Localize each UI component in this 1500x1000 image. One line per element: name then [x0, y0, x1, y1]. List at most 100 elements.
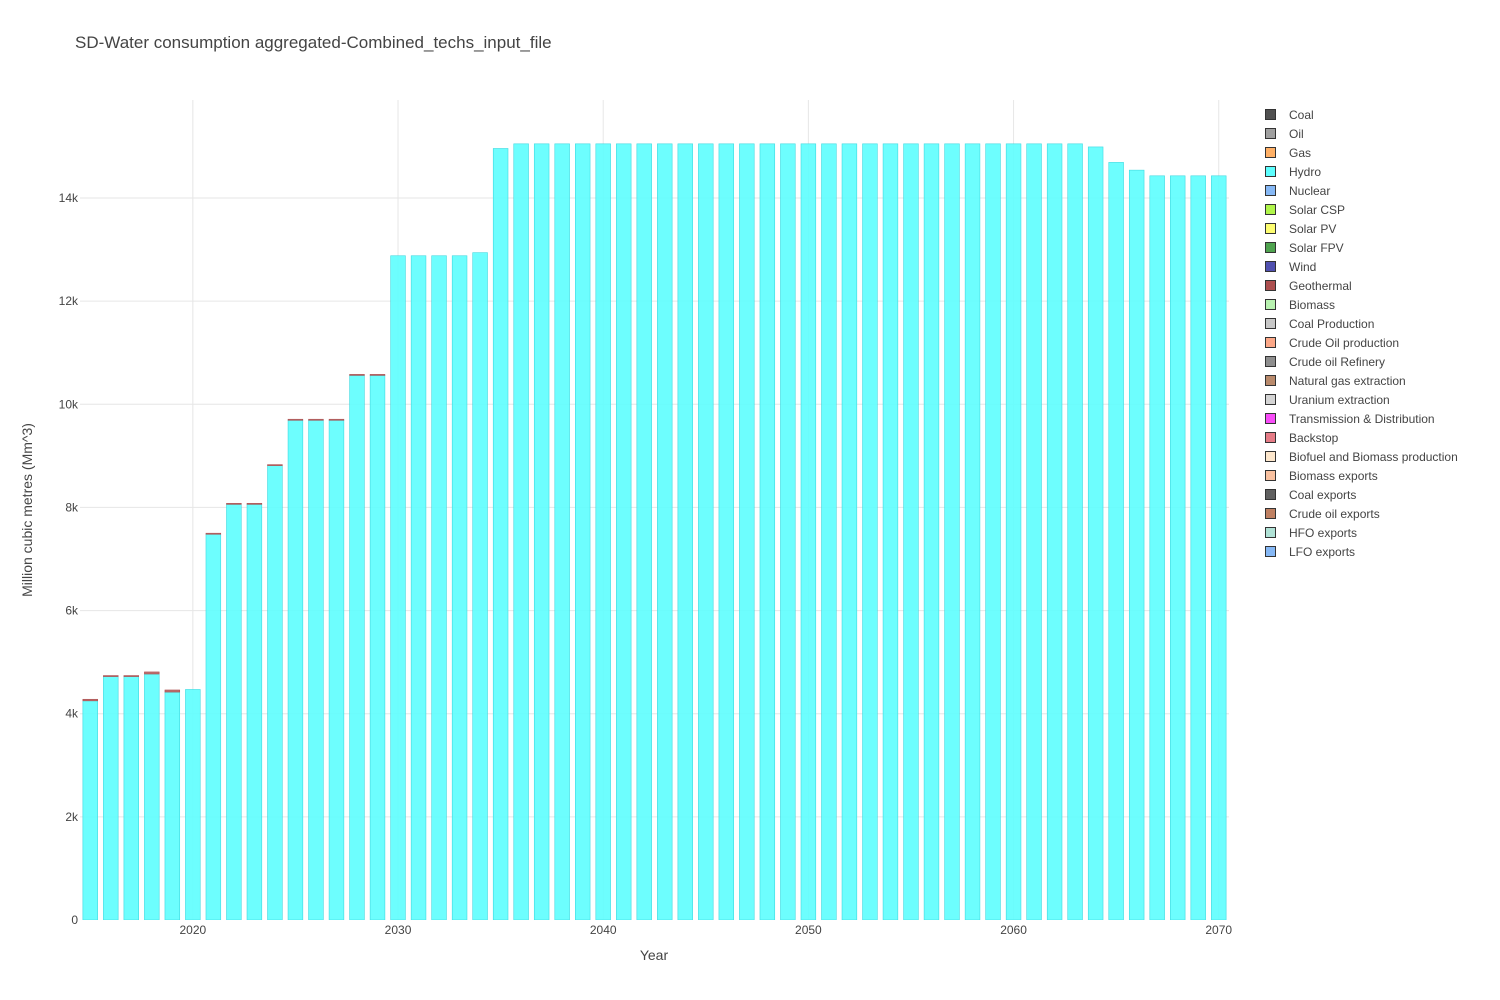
- bar-hydro-2045[interactable]: [698, 143, 714, 920]
- bar-hydro-2034[interactable]: [472, 252, 488, 920]
- legend-item-biomass[interactable]: Biomass: [1265, 295, 1458, 314]
- legend-item-transmission-distribution[interactable]: Transmission & Distribution: [1265, 409, 1458, 428]
- bar-hydro-2064[interactable]: [1087, 146, 1104, 920]
- bar-hydro-2062[interactable]: [1046, 143, 1063, 920]
- bar-hydro-2022[interactable]: [226, 504, 242, 920]
- bar-geothermal-2024[interactable]: [267, 464, 283, 466]
- bar-series[interactable]: [82, 143, 1227, 920]
- bar-geothermal-2026[interactable]: [308, 418, 324, 421]
- bar-hydro-2042[interactable]: [636, 143, 652, 920]
- bar-geothermal-2029[interactable]: [369, 374, 386, 376]
- bar-geothermal-2025[interactable]: [287, 418, 304, 421]
- bar-hydro-2040[interactable]: [595, 143, 611, 920]
- bar-hydro-2047[interactable]: [739, 143, 755, 920]
- legend-item-lfo-exports[interactable]: LFO exports: [1265, 542, 1458, 561]
- bar-hydro-2032[interactable]: [431, 255, 447, 920]
- bar-hydro-2035[interactable]: [492, 148, 509, 920]
- bar-hydro-2056[interactable]: [923, 143, 940, 920]
- bar-hydro-2050[interactable]: [800, 143, 817, 920]
- bar-geothermal-2021[interactable]: [205, 532, 222, 535]
- bar-hydro-2053[interactable]: [862, 143, 878, 920]
- legend-item-coal[interactable]: Coal: [1265, 105, 1458, 124]
- legend-item-natural-gas-extraction[interactable]: Natural gas extraction: [1265, 371, 1458, 390]
- bar-hydro-2028[interactable]: [349, 375, 365, 920]
- legend-item-hydro[interactable]: Hydro: [1265, 162, 1458, 181]
- legend-item-coal-exports[interactable]: Coal exports: [1265, 485, 1458, 504]
- legend-swatch: [1265, 356, 1276, 367]
- bar-hydro-2066[interactable]: [1128, 169, 1145, 920]
- bar-hydro-2070[interactable]: [1211, 175, 1227, 920]
- bar-hydro-2018[interactable]: [144, 673, 160, 920]
- bar-hydro-2065[interactable]: [1108, 162, 1124, 920]
- bar-geothermal-2015[interactable]: [82, 698, 98, 702]
- bar-hydro-2055[interactable]: [903, 143, 919, 920]
- legend-item-hfo-exports[interactable]: HFO exports: [1265, 523, 1458, 542]
- bar-hydro-2016[interactable]: [103, 676, 119, 920]
- legend-item-wind[interactable]: Wind: [1265, 257, 1458, 276]
- bar-hydro-2033[interactable]: [451, 255, 468, 920]
- bar-hydro-2061[interactable]: [1026, 143, 1042, 920]
- legend-item-coal-production[interactable]: Coal Production: [1265, 314, 1458, 333]
- bar-hydro-2020[interactable]: [185, 689, 201, 920]
- legend-item-nuclear[interactable]: Nuclear: [1265, 181, 1458, 200]
- bar-hydro-2063[interactable]: [1067, 143, 1083, 920]
- legend-item-crude-oil-production[interactable]: Crude Oil production: [1265, 333, 1458, 352]
- legend-item-uranium-extraction[interactable]: Uranium extraction: [1265, 390, 1458, 409]
- legend-item-oil[interactable]: Oil: [1265, 124, 1458, 143]
- bar-hydro-2044[interactable]: [677, 143, 693, 920]
- bar-hydro-2019[interactable]: [164, 691, 181, 920]
- bar-hydro-2058[interactable]: [964, 143, 981, 920]
- legend-item-solar-csp[interactable]: Solar CSP: [1265, 200, 1458, 219]
- bar-hydro-2036[interactable]: [513, 143, 529, 920]
- legend-item-solar-fpv[interactable]: Solar FPV: [1265, 238, 1458, 257]
- bar-hydro-2029[interactable]: [369, 375, 386, 920]
- bar-hydro-2026[interactable]: [308, 419, 324, 920]
- bar-hydro-2043[interactable]: [657, 143, 673, 920]
- legend-swatch: [1265, 166, 1276, 177]
- bar-geothermal-2027[interactable]: [328, 418, 345, 421]
- bar-hydro-2049[interactable]: [780, 143, 796, 920]
- legend-item-geothermal[interactable]: Geothermal: [1265, 276, 1458, 295]
- bar-hydro-2031[interactable]: [410, 255, 427, 920]
- bar-hydro-2025[interactable]: [287, 419, 304, 920]
- bar-hydro-2024[interactable]: [267, 465, 283, 920]
- legend-item-crude-oil-exports[interactable]: Crude oil exports: [1265, 504, 1458, 523]
- bar-geothermal-2016[interactable]: [103, 675, 119, 677]
- bar-hydro-2041[interactable]: [616, 143, 632, 920]
- bar-hydro-2021[interactable]: [205, 533, 222, 920]
- bar-hydro-2069[interactable]: [1190, 175, 1206, 920]
- legend-item-biomass-exports[interactable]: Biomass exports: [1265, 466, 1458, 485]
- bar-hydro-2030[interactable]: [390, 255, 406, 920]
- bar-hydro-2023[interactable]: [246, 504, 263, 920]
- bar-hydro-2059[interactable]: [985, 143, 1001, 920]
- legend-item-backstop[interactable]: Backstop: [1265, 428, 1458, 447]
- bar-hydro-2046[interactable]: [718, 143, 734, 920]
- bar-hydro-2067[interactable]: [1149, 175, 1165, 920]
- legend-item-crude-oil-refinery[interactable]: Crude oil Refinery: [1265, 352, 1458, 371]
- bar-hydro-2054[interactable]: [882, 143, 899, 920]
- bar-geothermal-2022[interactable]: [226, 502, 242, 505]
- bar-hydro-2057[interactable]: [944, 143, 960, 920]
- bar-geothermal-2019[interactable]: [164, 689, 181, 693]
- legend-item-solar-pv[interactable]: Solar PV: [1265, 219, 1458, 238]
- bar-geothermal-2023[interactable]: [246, 502, 263, 505]
- bar-hydro-2039[interactable]: [575, 143, 591, 920]
- bar-hydro-2027[interactable]: [328, 419, 345, 920]
- y-tick-label: 10k: [59, 397, 79, 411]
- bar-hydro-2048[interactable]: [759, 143, 776, 920]
- bar-hydro-2037[interactable]: [533, 143, 550, 920]
- bar-hydro-2060[interactable]: [1005, 143, 1022, 920]
- bar-hydro-2038[interactable]: [554, 143, 570, 920]
- bar-hydro-2068[interactable]: [1170, 175, 1186, 920]
- bar-geothermal-2028[interactable]: [349, 374, 365, 376]
- bar-hydro-2015[interactable]: [82, 700, 98, 920]
- bar-hydro-2017[interactable]: [123, 676, 139, 920]
- bar-hydro-2051[interactable]: [821, 143, 837, 920]
- bar-hydro-2052[interactable]: [841, 143, 858, 920]
- legend-item-gas[interactable]: Gas: [1265, 143, 1458, 162]
- legend-item-biofuel-and-biomass-production[interactable]: Biofuel and Biomass production: [1265, 447, 1458, 466]
- legend-swatch: [1265, 299, 1276, 310]
- bar-geothermal-2018[interactable]: [144, 671, 160, 675]
- bar-geothermal-2017[interactable]: [123, 675, 139, 677]
- chart-title: SD-Water consumption aggregated-Combined…: [75, 33, 552, 52]
